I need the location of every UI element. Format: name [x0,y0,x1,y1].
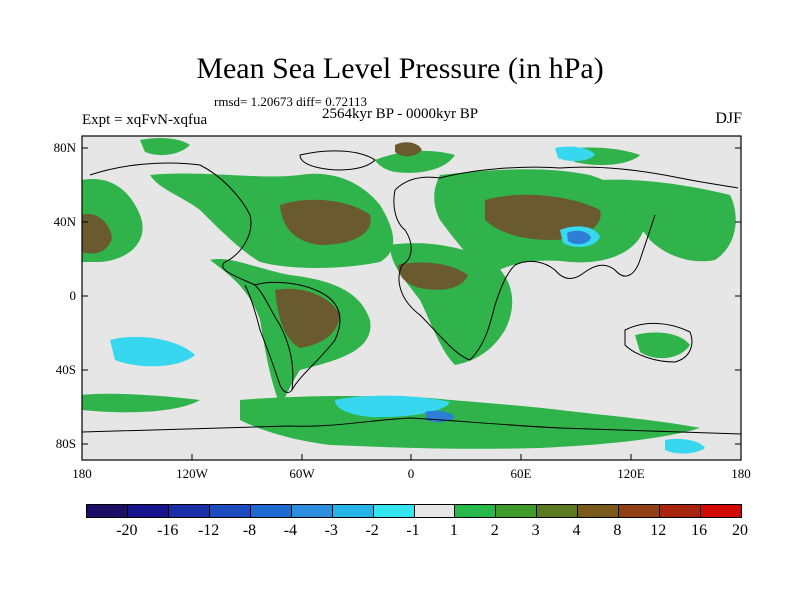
colorbar-label: -16 [157,522,179,539]
lon-label-180e: 180 [731,466,751,481]
colorbar-swatch [373,505,415,517]
colorbar-label: 1 [449,522,458,539]
season-label: DJF [715,110,742,127]
lon-label-60w: 60W [289,466,315,481]
colorbar-swatch [701,505,741,517]
colorbar-label: -20 [116,522,138,539]
colorbar-label: 16 [691,522,708,539]
colorbar-label: 20 [732,522,748,539]
colorbar-label: -4 [283,522,298,539]
period-label: 2564kyr BP - 0000kyr BP [321,106,479,122]
lat-label-40n: 40N [53,214,76,229]
colorbar-label: 2 [490,522,499,539]
axis-ticks [81,147,742,460]
colorbar-swatch [619,505,661,517]
colorbar-label: 3 [531,522,540,539]
colorbar-label: 4 [572,522,581,539]
colorbar-swatch [414,505,456,517]
lat-label-80s: 80S [55,436,76,451]
colorbar-label: -3 [324,522,338,539]
colorbar-swatch [127,505,169,517]
colorbar-swatch [332,505,374,517]
colorbar-swatch [209,505,251,517]
colorbar-swatch [291,505,333,517]
colorbar-label: -12 [197,522,220,539]
experiment-label: Expt = xqFvN-xqfua [82,112,208,128]
colorbar-label: -2 [365,522,379,539]
lon-label-0: 0 [407,466,415,481]
colorbar-label: 8 [613,522,622,539]
stats-text: rmsd= 1.20673 diff= 0.72113 [214,94,367,109]
colorbar-swatch [537,505,579,517]
lon-label-120e: 120E [617,466,645,481]
colorbar-swatch [660,505,702,517]
colorbar [86,504,742,518]
colorbar-swatch [168,505,210,517]
lon-label-120w: 120W [176,466,208,481]
colorbar-swatch [455,505,497,517]
lon-label-180w: 180 [72,466,92,481]
colorbar-label: -8 [242,522,257,539]
colorbar-swatch [578,505,620,517]
colorbar-label: -1 [406,522,420,539]
coastlines [81,150,742,435]
lat-label-40s: 40S [55,362,76,377]
colorbar-swatch [496,505,538,517]
colorbar-swatch [87,505,128,517]
colorbar-label: 12 [650,522,667,539]
lat-label-0: 0 [69,288,77,303]
lon-label-60e: 60E [510,466,532,481]
map-title: Mean Sea Level Pressure (in hPa) [196,52,604,85]
lat-label-80n: 80N [53,140,76,155]
colorbar-swatch [250,505,292,517]
